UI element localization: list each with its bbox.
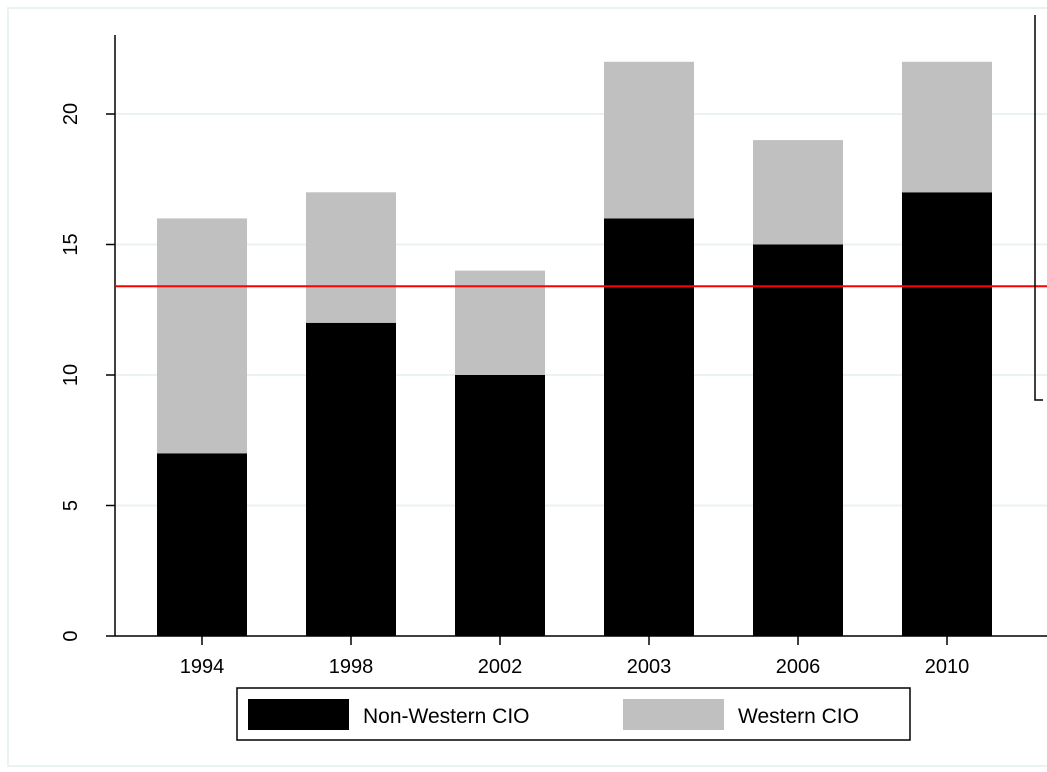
bar-segment	[604, 218, 694, 636]
x-tick-label: 1998	[329, 656, 374, 678]
y-tick-label: 0	[60, 630, 82, 641]
bar-segment	[306, 192, 396, 322]
y-tick-label: 15	[60, 233, 82, 255]
bar-segment	[902, 62, 992, 193]
x-tick-label: 1994	[180, 656, 225, 678]
x-tick-label: 2006	[776, 656, 821, 678]
legend: Non-Western CIO Western CIO	[237, 688, 910, 740]
y-tick-label: 10	[60, 364, 82, 386]
legend-swatch-western	[623, 699, 724, 730]
bar-segment	[902, 192, 992, 636]
bar-segment	[306, 323, 396, 636]
x-tick-label: 2002	[478, 656, 523, 678]
x-tick-label: 2003	[627, 656, 672, 678]
legend-label-western: Western CIO	[738, 705, 859, 728]
bar-segment	[753, 245, 843, 637]
bar-segment	[455, 375, 545, 636]
x-tick-label: 2010	[925, 656, 970, 678]
legend-label-non-western: Non-Western CIO	[363, 705, 530, 728]
legend-swatch-non-western	[248, 699, 349, 730]
bar-segment	[604, 62, 694, 219]
bar-segment	[157, 453, 247, 636]
bar-segment	[753, 140, 843, 244]
y-tick-label: 5	[60, 500, 82, 511]
bar-segment	[157, 218, 247, 453]
y-tick-label: 20	[60, 103, 82, 125]
